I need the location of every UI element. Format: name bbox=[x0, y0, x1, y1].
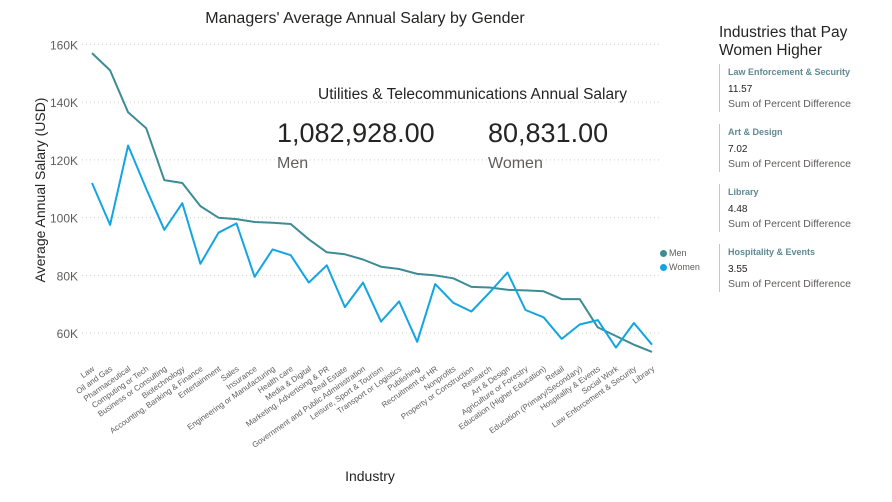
side-card-sub: Sum of Percent Difference bbox=[728, 98, 851, 110]
side-card[interactable]: Hospitality & Events 3.55 Sum of Percent… bbox=[719, 244, 851, 292]
series-line-women bbox=[91, 144, 653, 349]
utilities-card-title: Utilities & Telecommunications Annual Sa… bbox=[318, 86, 628, 103]
y-tick-label: 160K bbox=[50, 38, 78, 52]
legend-label-men: Men bbox=[669, 248, 687, 258]
side-card-value: 3.55 bbox=[728, 264, 748, 275]
kpi-women-label: Women bbox=[488, 155, 543, 172]
chart-title: Managers' Average Annual Salary by Gende… bbox=[205, 10, 525, 27]
side-card-sub: Sum of Percent Difference bbox=[728, 218, 851, 230]
side-card-value: 4.48 bbox=[728, 204, 748, 215]
y-tick-label: 100K bbox=[50, 212, 78, 226]
legend-label-women: Women bbox=[669, 262, 700, 272]
side-card-sub: Sum of Percent Difference bbox=[728, 278, 851, 290]
side-card-name: Law Enforcement & Security bbox=[728, 67, 851, 77]
kpi-men-label: Men bbox=[277, 155, 309, 172]
legend-item-men[interactable]: Men bbox=[660, 246, 700, 260]
legend-dot-men bbox=[660, 249, 667, 257]
side-card[interactable]: Library 4.48 Sum of Percent Difference bbox=[719, 184, 851, 232]
x-axis-title: Industry bbox=[345, 468, 395, 484]
kpi-men-value: 1,082,928.00 bbox=[277, 118, 435, 148]
side-panel-list: Law Enforcement & Security 11.57 Sum of … bbox=[719, 64, 851, 304]
kpi-women-value: 80,831.00 bbox=[488, 118, 609, 148]
y-tick-label: 120K bbox=[50, 154, 78, 168]
y-axis-title: Average Annual Salary (USD) bbox=[32, 97, 48, 283]
side-card[interactable]: Law Enforcement & Security 11.57 Sum of … bbox=[719, 64, 851, 112]
side-card[interactable]: Art & Design 7.02 Sum of Percent Differe… bbox=[719, 124, 851, 172]
side-card-name: Hospitality & Events bbox=[728, 247, 816, 257]
side-card-value: 7.02 bbox=[728, 144, 748, 155]
side-card-value: 11.57 bbox=[728, 84, 753, 95]
y-tick-label: 80K bbox=[57, 269, 78, 283]
legend-item-women[interactable]: Women bbox=[660, 260, 700, 274]
series-line-men bbox=[91, 52, 653, 353]
side-card-name: Library bbox=[728, 187, 759, 197]
side-card-sub: Sum of Percent Difference bbox=[728, 158, 851, 170]
kpi-women-card: 80,831.00 Women bbox=[488, 120, 608, 173]
side-card-name: Art & Design bbox=[728, 127, 783, 137]
side-panel-title: Industries that Pay Women Higher bbox=[719, 24, 848, 59]
y-tick-label: 60K bbox=[57, 327, 78, 341]
kpi-men-card: 1,082,928.00 Men bbox=[277, 120, 435, 173]
legend-dot-women bbox=[660, 263, 667, 271]
y-tick-label: 140K bbox=[50, 96, 78, 110]
chart-legend[interactable]: Men Women bbox=[660, 246, 700, 274]
